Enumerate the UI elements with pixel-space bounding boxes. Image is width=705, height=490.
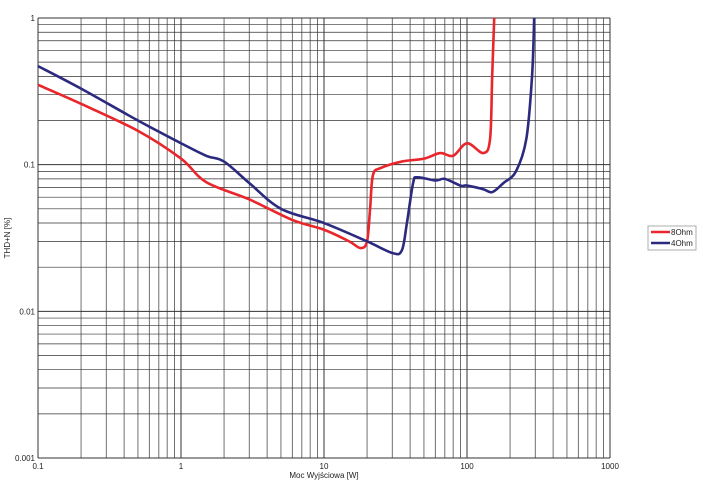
tick-labels: 0.1 1 10 100 1000 1 0.1 0.01 0.001 [15, 14, 619, 471]
x-tick-label: 1000 [601, 462, 619, 471]
series-line-8ohm [37, 17, 496, 250]
x-tick-label: 100 [460, 462, 474, 471]
grid [37, 17, 611, 459]
x-axis-label: Moc Wyjściowa [W] [289, 471, 358, 480]
y-tick-label: 1 [31, 14, 36, 23]
y-tick-label: 0.01 [19, 307, 35, 316]
legend-label-4ohm: 4Ohm [671, 239, 693, 248]
y-tick-label: 0.1 [24, 161, 36, 170]
y-tick-label: 0.001 [15, 454, 36, 463]
series-line-4ohm [37, 17, 536, 256]
x-tick-label: 0.1 [32, 462, 44, 471]
x-tick-label: 1 [179, 462, 184, 471]
y-axis-label: THD+N [%] [3, 218, 12, 259]
series-lines [37, 17, 536, 256]
x-tick-label: 10 [320, 462, 329, 471]
legend-box [647, 225, 697, 251]
legend: 8Ohm 4Ohm [647, 225, 697, 251]
legend-label-8ohm: 8Ohm [671, 228, 693, 237]
